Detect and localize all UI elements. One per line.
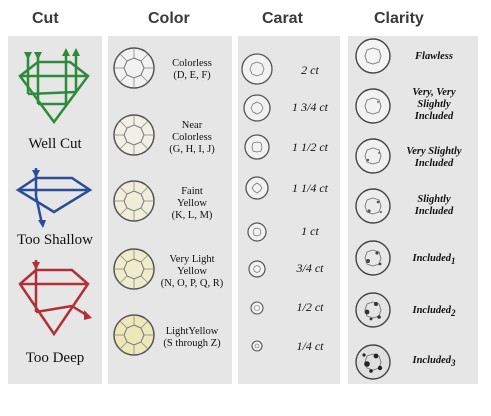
- diamond-1-3-4ct-icon: [243, 94, 271, 122]
- color-label-colorless: Colorless (D, E, F): [172, 58, 212, 81]
- clarity-label-flawless: Flawless: [415, 51, 453, 62]
- well-cut-diagram: [18, 48, 90, 125]
- cut-label-shallow: Too Shallow: [16, 232, 94, 248]
- diamond-si-icon: [355, 188, 391, 224]
- carat-label-1-1-4: 1 1/4 ct: [292, 181, 328, 195]
- carat-label-1: 1 ct: [301, 224, 319, 238]
- carat-label-1-2: 1/2 ct: [296, 300, 324, 314]
- color-label-light-yellow: LightYellow (S through Z): [163, 326, 221, 349]
- color-label-near-colorless: Near Colorless (G, H, I, J): [169, 120, 215, 155]
- diamond-1ct-icon: [247, 222, 267, 242]
- diamond-i3-icon: [355, 344, 391, 380]
- carat-label-1-3-4: 1 3/4 ct: [292, 100, 328, 114]
- carat-label-3-4: 3/4 ct: [296, 261, 324, 275]
- carat-label-2: 2 ct: [301, 63, 319, 77]
- diamond-vvs-icon: [355, 88, 391, 124]
- diamond-1-1-2ct-icon: [244, 134, 270, 160]
- clarity-header: Clarity: [374, 10, 424, 27]
- clarity-label-i3: Included3: [412, 355, 456, 369]
- diamond-near-colorless-icon: [113, 114, 155, 156]
- too-shallow-diagram: [15, 168, 93, 228]
- diamond-1-1-4ct-icon: [245, 176, 269, 200]
- diamond-i1-icon: [355, 240, 391, 276]
- clarity-label-i2: Included2: [412, 305, 456, 319]
- carat-header: Carat: [262, 10, 303, 27]
- diamond-1-2ct-icon: [250, 301, 264, 315]
- carat-label-1-4: 1/4 ct: [296, 339, 324, 353]
- color-label-faint-yellow: Faint Yellow (K, L, M): [171, 186, 213, 221]
- diamond-i2-icon: [355, 292, 391, 328]
- cut-label-deep: Too Deep: [25, 350, 85, 366]
- diamond-colorless-icon: [113, 47, 155, 89]
- clarity-label-vvs: Very, Very Slightly Included: [412, 87, 456, 122]
- diamond-vs-icon: [355, 138, 391, 174]
- too-deep-diagram: [18, 260, 92, 337]
- cut-label-well: Well Cut: [28, 136, 82, 152]
- carat-label-1-1-2: 1 1/2 ct: [292, 140, 328, 154]
- clarity-label-vs: Very Slightly Included: [406, 146, 462, 169]
- clarity-label-i1: Included1: [412, 253, 456, 267]
- diamond-3-4ct-icon: [248, 260, 266, 278]
- diamond-faint-yellow-icon: [113, 180, 155, 222]
- diamond-very-light-yellow-icon: [113, 248, 155, 290]
- diamond-2ct-icon: [241, 53, 273, 85]
- carat-panel: [238, 36, 340, 384]
- diamond-light-yellow-icon: [113, 314, 155, 356]
- diamond-flawless-icon: [355, 38, 391, 74]
- clarity-label-si: Slightly Included: [414, 194, 454, 217]
- color-header: Color: [148, 10, 190, 27]
- diamond-1-4ct-icon: [251, 340, 263, 352]
- cut-header: Cut: [32, 10, 59, 27]
- color-label-very-light-yellow: Very Light Yellow (N, O, P, Q, R): [160, 254, 224, 289]
